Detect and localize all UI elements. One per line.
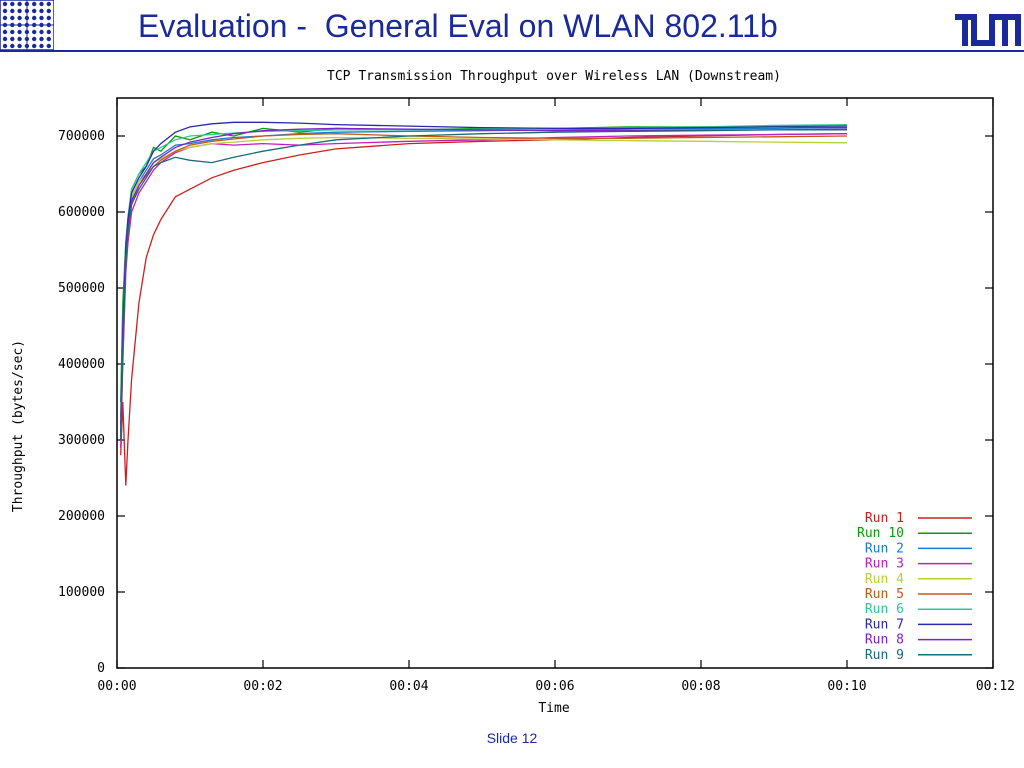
legend-label-run-5: Run 5 — [865, 587, 904, 602]
series-line-run-2 — [120, 126, 848, 441]
tum-logo-icon — [955, 14, 1021, 46]
x-tick-label: 00:00 — [97, 679, 136, 694]
legend-label-run-2: Run 2 — [865, 541, 904, 556]
series-line-run-4 — [120, 136, 848, 433]
x-axis-ticks: 00:00 00:02 00:04 00:06 00:08 00:10 00:12 — [97, 98, 1015, 694]
y-tick-label: 300000 — [58, 433, 105, 448]
x-tick-label: 00:04 — [389, 679, 428, 694]
slide-footer: Slide 12 — [486, 730, 538, 746]
y-tick-label: 0 — [97, 661, 105, 676]
throughput-chart: TCP Transmission Throughput over Wireles… — [11, 69, 1015, 716]
x-tick-label: 00:02 — [243, 679, 282, 694]
x-tick-label: 00:06 — [535, 679, 574, 694]
header-rule — [0, 50, 1024, 52]
y-tick-label: 600000 — [58, 205, 105, 220]
series-line-run-6 — [120, 123, 848, 418]
series-line-run-1 — [120, 133, 848, 486]
slide-header: Evaluation - General Eval on WLAN 802.11… — [0, 0, 1024, 52]
series-lines — [120, 121, 848, 486]
y-tick-label: 100000 — [58, 585, 105, 600]
plot-frame — [116, 97, 994, 669]
series-line-run-9 — [120, 129, 847, 441]
series-line-run-10 — [120, 124, 848, 403]
series-line-run-8 — [120, 127, 848, 433]
y-axis-label: Throughput (bytes/sec) — [11, 340, 26, 512]
y-tick-label: 700000 — [58, 129, 105, 144]
legend-label-run-10: Run 10 — [857, 526, 904, 541]
plot-border — [116, 97, 994, 669]
legend-label-run-3: Run 3 — [865, 557, 904, 572]
chart-title: TCP Transmission Throughput over Wireles… — [327, 69, 781, 84]
legend-label-run-8: Run 8 — [865, 633, 904, 648]
series-line-run-3 — [120, 133, 848, 448]
y-axis-ticks: 0 100000 200000 300000 400000 500000 600000 700… — [58, 129, 993, 676]
legend-label-run-9: Run 9 — [865, 648, 904, 663]
dot-grid-logo-icon — [0, 0, 54, 50]
legend-label-run-6: Run 6 — [865, 602, 904, 617]
y-tick-label: 500000 — [58, 281, 105, 296]
series-line-run-7 — [120, 121, 847, 425]
y-tick-label: 200000 — [58, 509, 105, 524]
x-axis-label: Time — [538, 701, 569, 716]
x-tick-label: 00:08 — [681, 679, 720, 694]
series-line-run-5 — [120, 133, 848, 441]
slide-title: Evaluation - General Eval on WLAN 802.11… — [138, 8, 778, 44]
x-tick-label: 00:10 — [827, 679, 866, 694]
legend-label-run-7: Run 7 — [865, 617, 904, 632]
x-tick-label: 00:12 — [976, 679, 1015, 694]
legend-label-run-1: Run 1 — [865, 511, 904, 526]
legend-label-run-4: Run 4 — [865, 572, 904, 587]
y-tick-label: 400000 — [58, 357, 105, 372]
